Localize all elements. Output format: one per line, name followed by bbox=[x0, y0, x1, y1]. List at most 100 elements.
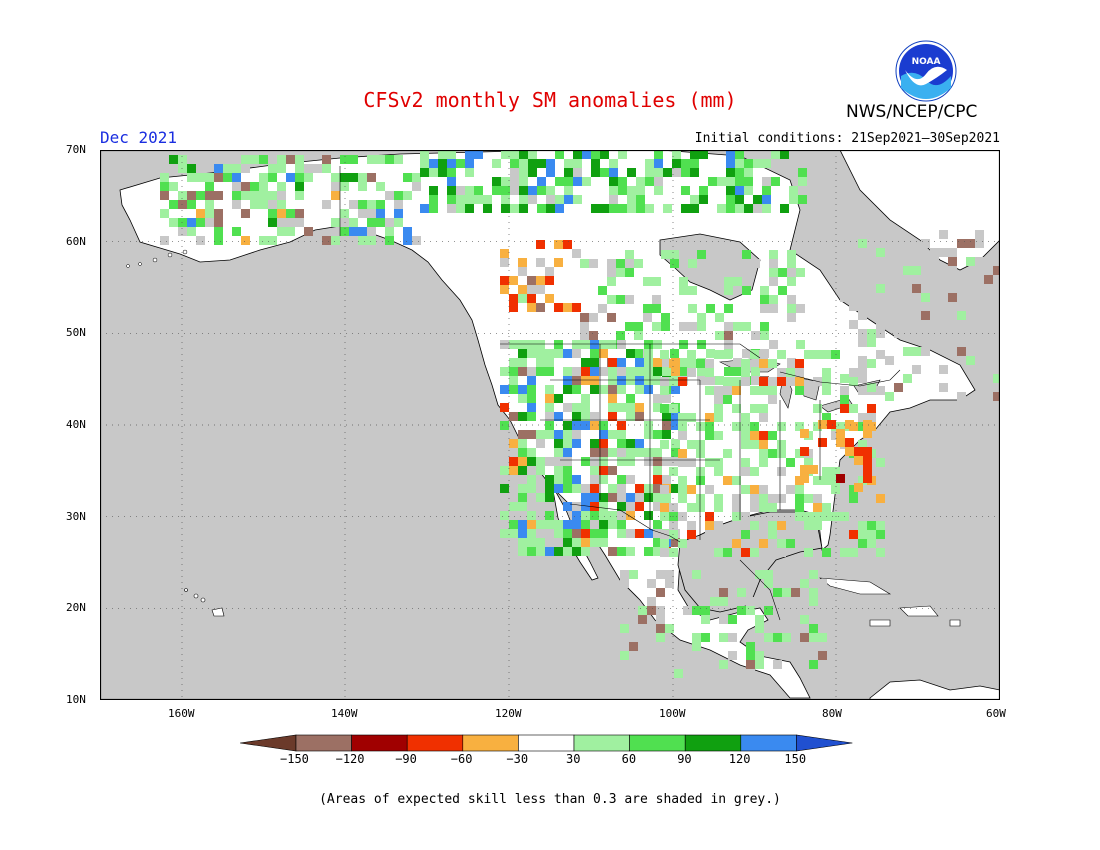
anomaly-cell bbox=[717, 177, 726, 186]
anomaly-cell bbox=[607, 277, 616, 286]
anomaly-cell bbox=[759, 404, 768, 413]
anomaly-cell bbox=[822, 377, 831, 386]
anomaly-cell bbox=[822, 368, 831, 377]
anomaly-cell bbox=[617, 502, 626, 511]
anomaly-cell bbox=[573, 195, 582, 204]
anomaly-cell bbox=[715, 376, 724, 385]
latitude-label: 60N bbox=[66, 234, 86, 248]
anomaly-cell bbox=[653, 484, 662, 493]
anomaly-cell bbox=[681, 168, 690, 177]
anomaly-cell bbox=[572, 475, 581, 484]
anomaly-cell bbox=[741, 485, 750, 494]
colorbar-segment bbox=[351, 734, 408, 752]
svg-text:NOAA: NOAA bbox=[912, 57, 941, 67]
anomaly-cell bbox=[714, 548, 723, 557]
anomaly-cell bbox=[863, 429, 872, 438]
anomaly-cell bbox=[447, 204, 456, 213]
anomaly-cell bbox=[822, 548, 831, 557]
anomaly-cell bbox=[456, 195, 465, 204]
anomaly-cell bbox=[885, 356, 894, 365]
anomaly-cell bbox=[581, 367, 590, 376]
anomaly-cell bbox=[672, 168, 681, 177]
anomaly-cell bbox=[527, 403, 536, 412]
anomaly-cell bbox=[527, 538, 536, 547]
anomaly-cell bbox=[939, 365, 948, 374]
anomaly-cell bbox=[876, 458, 885, 467]
anomaly-cell bbox=[744, 186, 753, 195]
anomaly-cell bbox=[608, 394, 617, 403]
anomaly-cell bbox=[536, 439, 545, 448]
anomaly-cell bbox=[205, 218, 214, 227]
anomaly-cell bbox=[509, 358, 518, 367]
anomaly-cell bbox=[510, 150, 519, 159]
anomaly-cell bbox=[232, 191, 241, 200]
anomaly-cell bbox=[331, 236, 340, 245]
anomaly-cell bbox=[501, 204, 510, 213]
anomaly-cell bbox=[701, 615, 710, 624]
anomaly-cell bbox=[545, 349, 554, 358]
anomaly-cell bbox=[975, 374, 984, 383]
anomaly-cell bbox=[232, 227, 241, 236]
anomaly-cell bbox=[786, 368, 795, 377]
anomaly-cell bbox=[741, 467, 750, 476]
anomaly-cell bbox=[608, 376, 617, 385]
anomaly-cell bbox=[590, 340, 599, 349]
anomaly-cell bbox=[527, 511, 536, 520]
anomaly-cell bbox=[800, 615, 809, 624]
anomaly-cell bbox=[563, 403, 572, 412]
anomaly-cell bbox=[840, 503, 849, 512]
anomaly-cell bbox=[581, 358, 590, 367]
anomaly-cell bbox=[661, 313, 670, 322]
anomaly-cell bbox=[536, 349, 545, 358]
anomaly-cell bbox=[921, 311, 930, 320]
anomaly-cell bbox=[178, 200, 187, 209]
anomaly-cell bbox=[746, 642, 755, 651]
anomaly-cell bbox=[527, 547, 536, 556]
anomaly-cell bbox=[214, 191, 223, 200]
colorbar-tick-label: 90 bbox=[677, 752, 692, 766]
anomaly-cell bbox=[858, 338, 867, 347]
anomaly-cell bbox=[777, 467, 786, 476]
anomaly-cell bbox=[572, 430, 581, 439]
anomaly-cell bbox=[831, 539, 840, 548]
anomaly-cell bbox=[744, 159, 753, 168]
anomaly-cell bbox=[762, 177, 771, 186]
anomaly-cell bbox=[863, 474, 872, 483]
anomaly-cell bbox=[518, 349, 527, 358]
anomaly-cell bbox=[636, 186, 645, 195]
anomaly-cell bbox=[687, 413, 696, 422]
anomaly-cell bbox=[993, 392, 1000, 401]
anomaly-cell bbox=[518, 466, 527, 475]
anomaly-cell bbox=[741, 422, 750, 431]
anomaly-cell bbox=[627, 168, 636, 177]
anomaly-cell bbox=[620, 624, 629, 633]
anomaly-cell bbox=[572, 484, 581, 493]
anomaly-cell bbox=[741, 368, 750, 377]
anomaly-cell bbox=[518, 258, 527, 267]
anomaly-cell bbox=[759, 413, 768, 422]
anomaly-cell bbox=[554, 430, 563, 439]
anomaly-cell bbox=[635, 493, 644, 502]
colorbar bbox=[240, 734, 853, 752]
anomaly-cell bbox=[590, 511, 599, 520]
anomaly-cell bbox=[789, 195, 798, 204]
anomaly-cell bbox=[340, 227, 349, 236]
anomaly-cell bbox=[563, 376, 572, 385]
anomaly-cell bbox=[420, 204, 429, 213]
anomaly-cell bbox=[626, 547, 635, 556]
anomaly-cell bbox=[500, 385, 509, 394]
anomaly-cell bbox=[625, 295, 634, 304]
anomaly-cell bbox=[385, 236, 394, 245]
anomaly-cell bbox=[796, 340, 805, 349]
anomaly-cell bbox=[645, 177, 654, 186]
anomaly-cell bbox=[903, 266, 912, 275]
anomaly-cell bbox=[656, 633, 665, 642]
anomaly-cell bbox=[582, 150, 591, 159]
anomaly-cell bbox=[510, 177, 519, 186]
anomaly-cell bbox=[836, 474, 845, 483]
anomaly-cell bbox=[295, 191, 304, 200]
anomaly-cell bbox=[214, 209, 223, 218]
anomaly-cell bbox=[518, 493, 527, 502]
anomaly-cell bbox=[581, 502, 590, 511]
anomaly-cell bbox=[787, 250, 796, 259]
